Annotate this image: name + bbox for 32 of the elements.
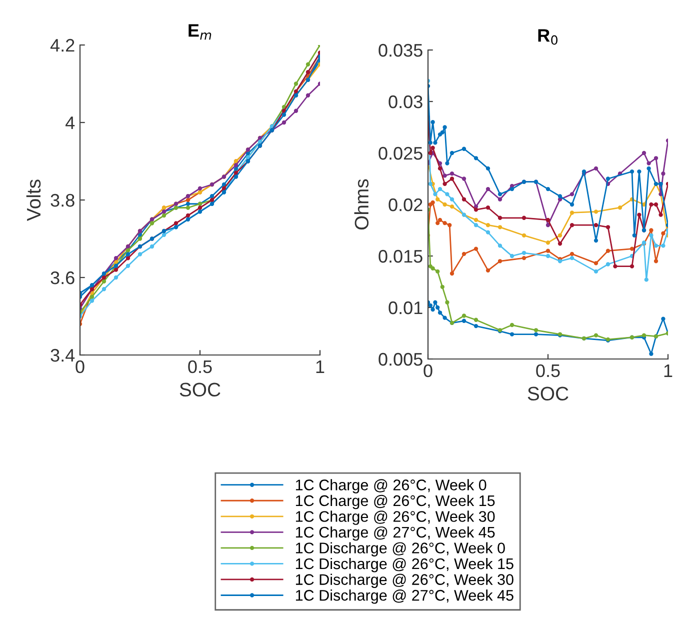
y-tick-label: 3.4 [50, 348, 75, 362]
chart-title: R$_{0}$ [538, 29, 558, 45]
legend-label: 1C Discharge @ 26°C, Week 30 [296, 574, 514, 588]
y-tick-label: 4.2 [50, 38, 74, 52]
x-tick-label: 0 [424, 364, 432, 378]
legend-label: 1C Charge @ 26°C, Week 15 [296, 494, 495, 510]
y-tick-label: 3.6 [50, 271, 74, 284]
y-tick-label: 4 [66, 116, 75, 130]
y-axis-title: Ohms [354, 179, 369, 230]
x-axis-title: SOC [180, 382, 220, 397]
y-tick-label: 0.025 [378, 146, 422, 160]
x-tick-label: 0.5 [536, 364, 560, 378]
y-tick-label: 3.8 [50, 194, 74, 207]
y-tick-label: 0.005 [378, 352, 422, 366]
legend-label: 1C Charge @ 27°C, Week 45 [296, 526, 495, 541]
y-tick-label: 0.01 [388, 301, 422, 314]
x-axis-title: SOC [528, 386, 568, 401]
legend-label: 1C Discharge @ 27°C, Week 45 [296, 590, 514, 604]
x-tick-label: 1 [316, 360, 324, 373]
legend-label: 1C Discharge @ 26°C, Week 0 [296, 542, 505, 556]
y-axis-title: Volts [26, 180, 41, 221]
y-tick-label: 0.03 [388, 95, 422, 108]
y-tick-label: 0.015 [378, 250, 422, 263]
legend-label: 1C Discharge @ 26°C, Week 15 [296, 558, 514, 572]
y-tick-label: 0.02 [388, 198, 422, 212]
x-tick-label: 0.5 [188, 360, 212, 374]
x-tick-label: 0 [76, 360, 84, 374]
legend-label: 1C Charge @ 26°C, Week 30 [296, 510, 495, 525]
legend-label: 1C Charge @ 26°C, Week 0 [296, 479, 486, 494]
x-tick-label: 1 [664, 364, 672, 377]
chart-title: E$_{m}$ [188, 24, 212, 40]
y-tick-label: 0.035 [378, 44, 422, 57]
